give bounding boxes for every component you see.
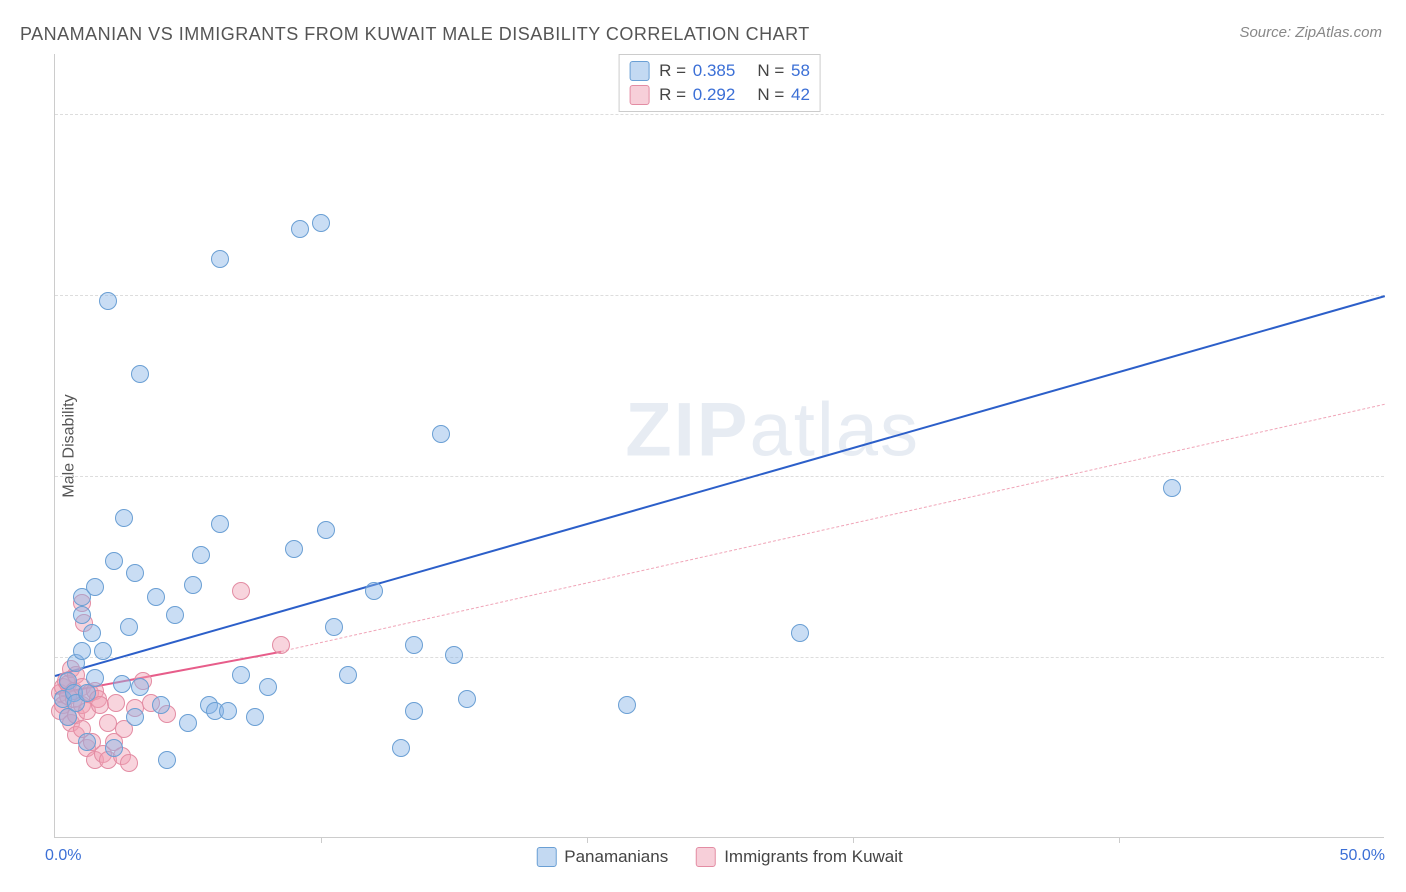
chart-title: PANAMANIAN VS IMMIGRANTS FROM KUWAIT MAL… [20,24,810,45]
data-point [405,702,423,720]
data-point [232,582,250,600]
gridline-horizontal [55,295,1384,296]
data-point [211,250,229,268]
data-point [126,564,144,582]
swatch-series2 [629,85,649,105]
data-point [618,696,636,714]
data-point [131,678,149,696]
data-point [312,214,330,232]
legend-label-series2: Immigrants from Kuwait [724,847,903,867]
legend-item-series1: Panamanians [536,847,668,867]
data-point [179,714,197,732]
data-point [78,684,96,702]
data-point [405,636,423,654]
data-point [152,696,170,714]
y-tick-label: 30.0% [1394,467,1406,485]
data-point [192,546,210,564]
data-point [219,702,237,720]
plot-area: ZIPatlas R = 0.385 N = 58 R = 0.292 N = … [54,54,1384,838]
data-point [291,220,309,238]
data-point [158,751,176,769]
data-point [115,509,133,527]
trend-line [281,404,1385,652]
legend-item-series2: Immigrants from Kuwait [696,847,903,867]
gridline-horizontal [55,114,1384,115]
chart-container: PANAMANIAN VS IMMIGRANTS FROM KUWAIT MAL… [0,0,1406,892]
x-tick-mark [587,837,588,843]
data-point [392,739,410,757]
data-point [126,708,144,726]
data-point [211,515,229,533]
data-point [317,521,335,539]
y-tick-label: 15.0% [1394,648,1406,666]
data-point [120,618,138,636]
swatch-series1 [536,847,556,867]
data-point [73,606,91,624]
data-point [86,669,104,687]
y-tick-label: 45.0% [1394,286,1406,304]
stats-row-series1: R = 0.385 N = 58 [629,59,810,83]
data-point [120,754,138,772]
x-tick-mark [321,837,322,843]
trend-line [55,295,1386,677]
data-point [184,576,202,594]
series-legend: Panamanians Immigrants from Kuwait [536,847,903,867]
data-point [113,675,131,693]
x-tick-label: 0.0% [45,847,81,865]
data-point [73,642,91,660]
data-point [78,733,96,751]
source-attribution: Source: ZipAtlas.com [1239,24,1382,41]
data-point [445,646,463,664]
y-tick-label: 60.0% [1394,105,1406,123]
x-tick-label: 50.0% [1340,847,1385,865]
data-point [325,618,343,636]
data-point [99,292,117,310]
data-point [107,694,125,712]
x-tick-mark [853,837,854,843]
data-point [166,606,184,624]
stats-legend: R = 0.385 N = 58 R = 0.292 N = 42 [618,54,821,112]
gridline-horizontal [55,476,1384,477]
data-point [339,666,357,684]
x-tick-mark [1119,837,1120,843]
data-point [272,636,290,654]
data-point [259,678,277,696]
data-point [791,624,809,642]
legend-label-series1: Panamanians [564,847,668,867]
stats-row-series2: R = 0.292 N = 42 [629,83,810,107]
data-point [105,739,123,757]
data-point [1163,479,1181,497]
data-point [232,666,250,684]
data-point [86,578,104,596]
data-point [432,425,450,443]
swatch-series1 [629,61,649,81]
data-point [246,708,264,726]
data-point [147,588,165,606]
data-point [285,540,303,558]
data-point [131,365,149,383]
watermark: ZIPatlas [625,386,920,473]
data-point [458,690,476,708]
swatch-series2 [696,847,716,867]
data-point [94,642,112,660]
data-point [365,582,383,600]
data-point [105,552,123,570]
data-point [83,624,101,642]
